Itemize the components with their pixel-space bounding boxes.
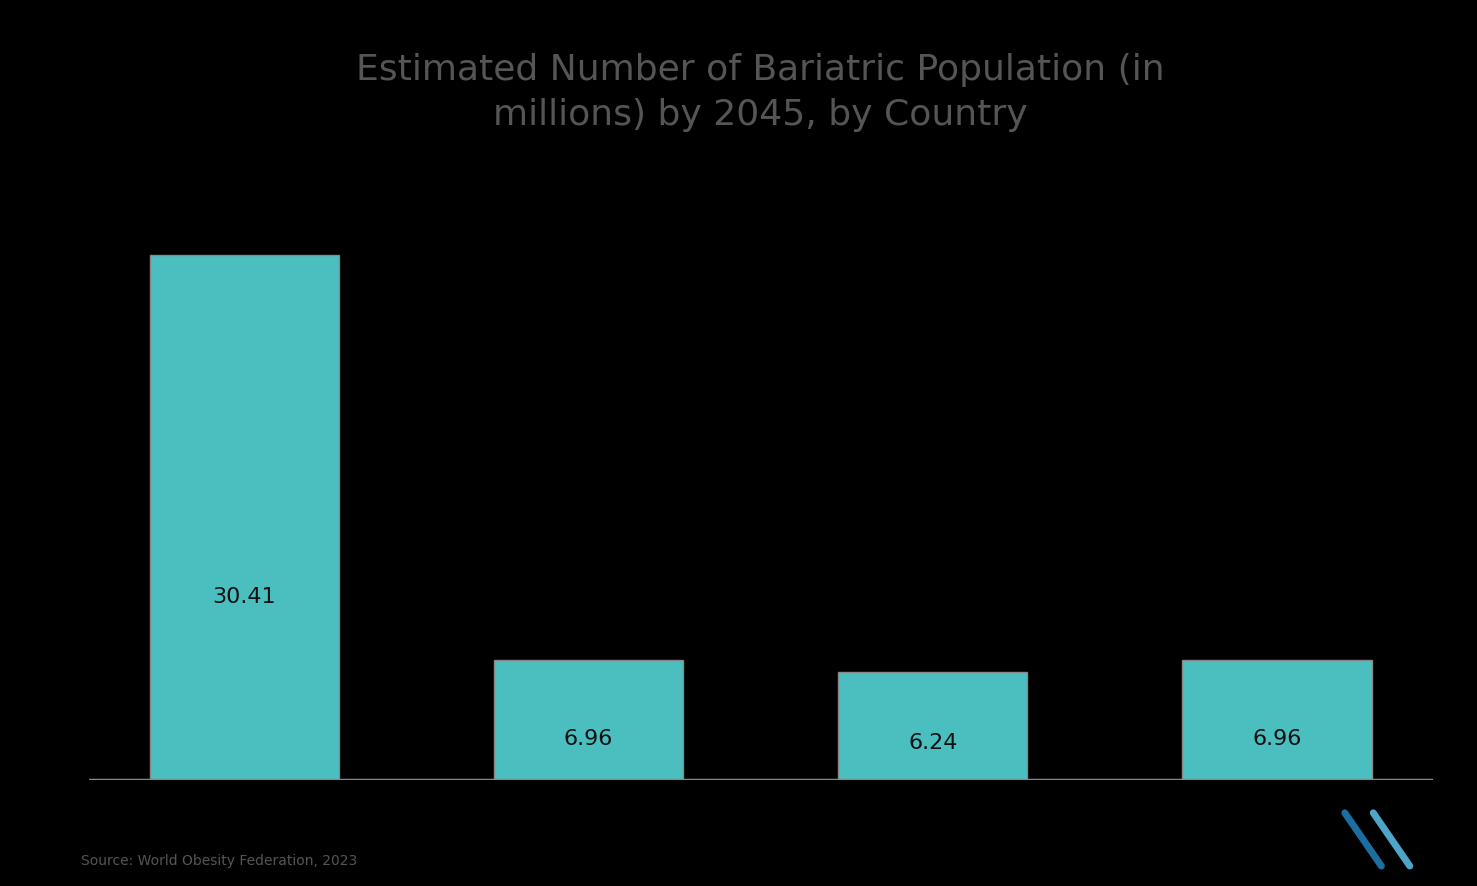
Bar	[493, 660, 684, 780]
Text: 30.41: 30.41	[213, 587, 276, 606]
Bar	[1182, 660, 1372, 780]
Bar	[149, 256, 340, 780]
Title: Estimated Number of Bariatric Population (in
millions) by 2045, by Country: Estimated Number of Bariatric Population…	[356, 53, 1165, 132]
Text: 6.24: 6.24	[908, 732, 957, 752]
Bar	[837, 672, 1028, 780]
Text: 6.96: 6.96	[1252, 727, 1301, 748]
Text: 6.96: 6.96	[564, 727, 613, 748]
Text: Source: World Obesity Federation, 2023: Source: World Obesity Federation, 2023	[81, 853, 357, 867]
